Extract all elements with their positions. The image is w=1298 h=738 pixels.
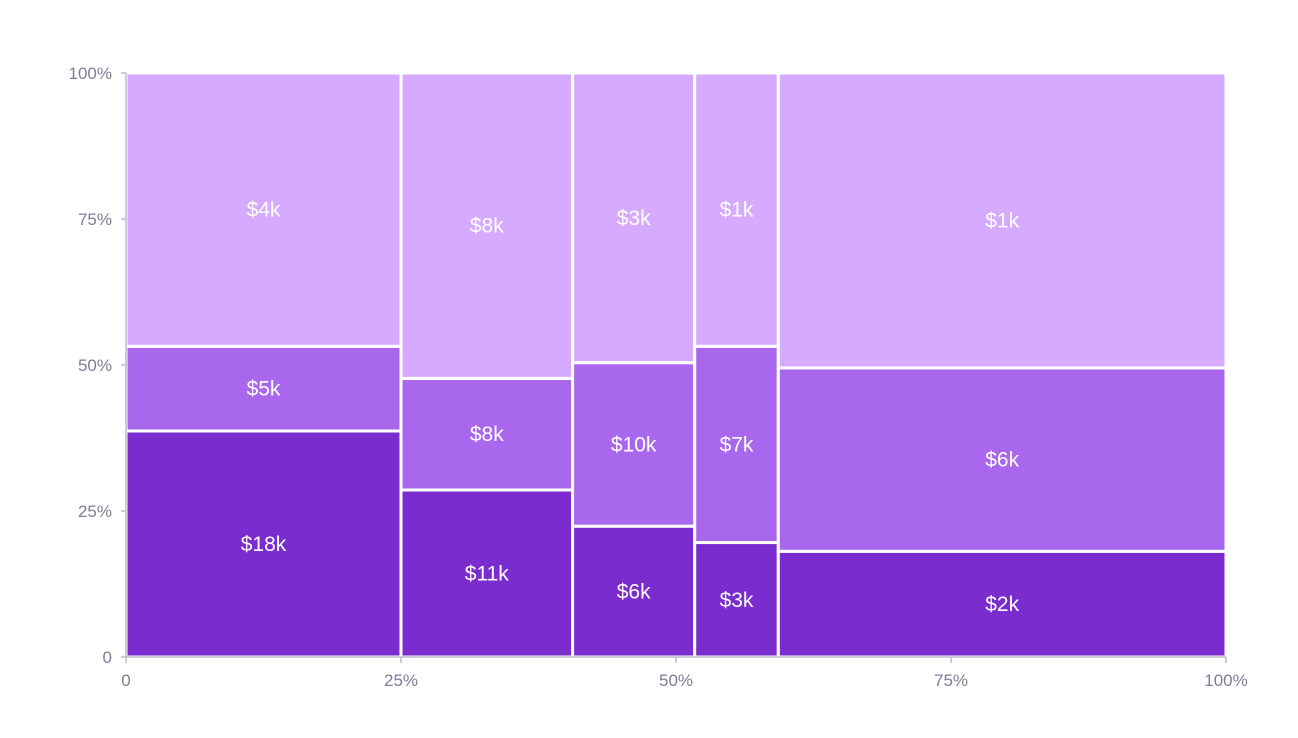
mekko-cell: [571, 361, 697, 528]
cell-value-label: $8k: [470, 215, 504, 238]
cell-value-label: $7k: [720, 433, 754, 456]
mekko-cell: [571, 71, 697, 365]
cell-value-label: $10k: [611, 433, 657, 456]
mekko-cell: [124, 429, 403, 659]
x-tick-label: 0: [121, 671, 130, 690]
cell-value-label: $3k: [720, 589, 754, 612]
mekko-cell: [693, 541, 780, 659]
y-tick-label: 100%: [69, 64, 112, 83]
mekko-cell: [124, 71, 403, 348]
y-tick-label: 25%: [78, 502, 112, 521]
mekko-cell: [693, 71, 780, 348]
mekko-cell: [776, 71, 1228, 370]
cell-value-label: $6k: [985, 449, 1019, 472]
y-tick-label: 50%: [78, 356, 112, 375]
x-tick-label: 100%: [1204, 671, 1247, 690]
x-tick-label: 25%: [384, 671, 418, 690]
cell-value-label: $1k: [985, 209, 1019, 232]
mekko-cell: [399, 71, 575, 380]
chart-axes: 0 25% 50% 75% 100% 0 25% 50% 75% 100%: [69, 64, 1248, 690]
cell-value-label: $8k: [470, 423, 504, 446]
cell-value-label: $4k: [247, 199, 281, 222]
cell-value-label: $2k: [985, 593, 1019, 616]
chart-cells: $18k $5k $4k $11k $8k $8k $6k $10k $3k $3k $7k $1k $…: [124, 71, 1228, 659]
mekko-cell: [124, 344, 403, 433]
cell-value-label: $11k: [465, 562, 509, 585]
y-tick-label: 0: [103, 648, 112, 667]
cell-value-label: $6k: [617, 581, 651, 604]
cell-value-label: $3k: [617, 207, 651, 230]
mekko-cell: [399, 376, 575, 492]
cell-value-label: $18k: [241, 533, 287, 556]
cell-value-label: $1k: [720, 199, 754, 222]
x-tick-label: 50%: [659, 671, 693, 690]
y-tick-label: 75%: [78, 210, 112, 229]
cell-value-label: $5k: [247, 378, 281, 401]
x-tick-label: 75%: [934, 671, 968, 690]
